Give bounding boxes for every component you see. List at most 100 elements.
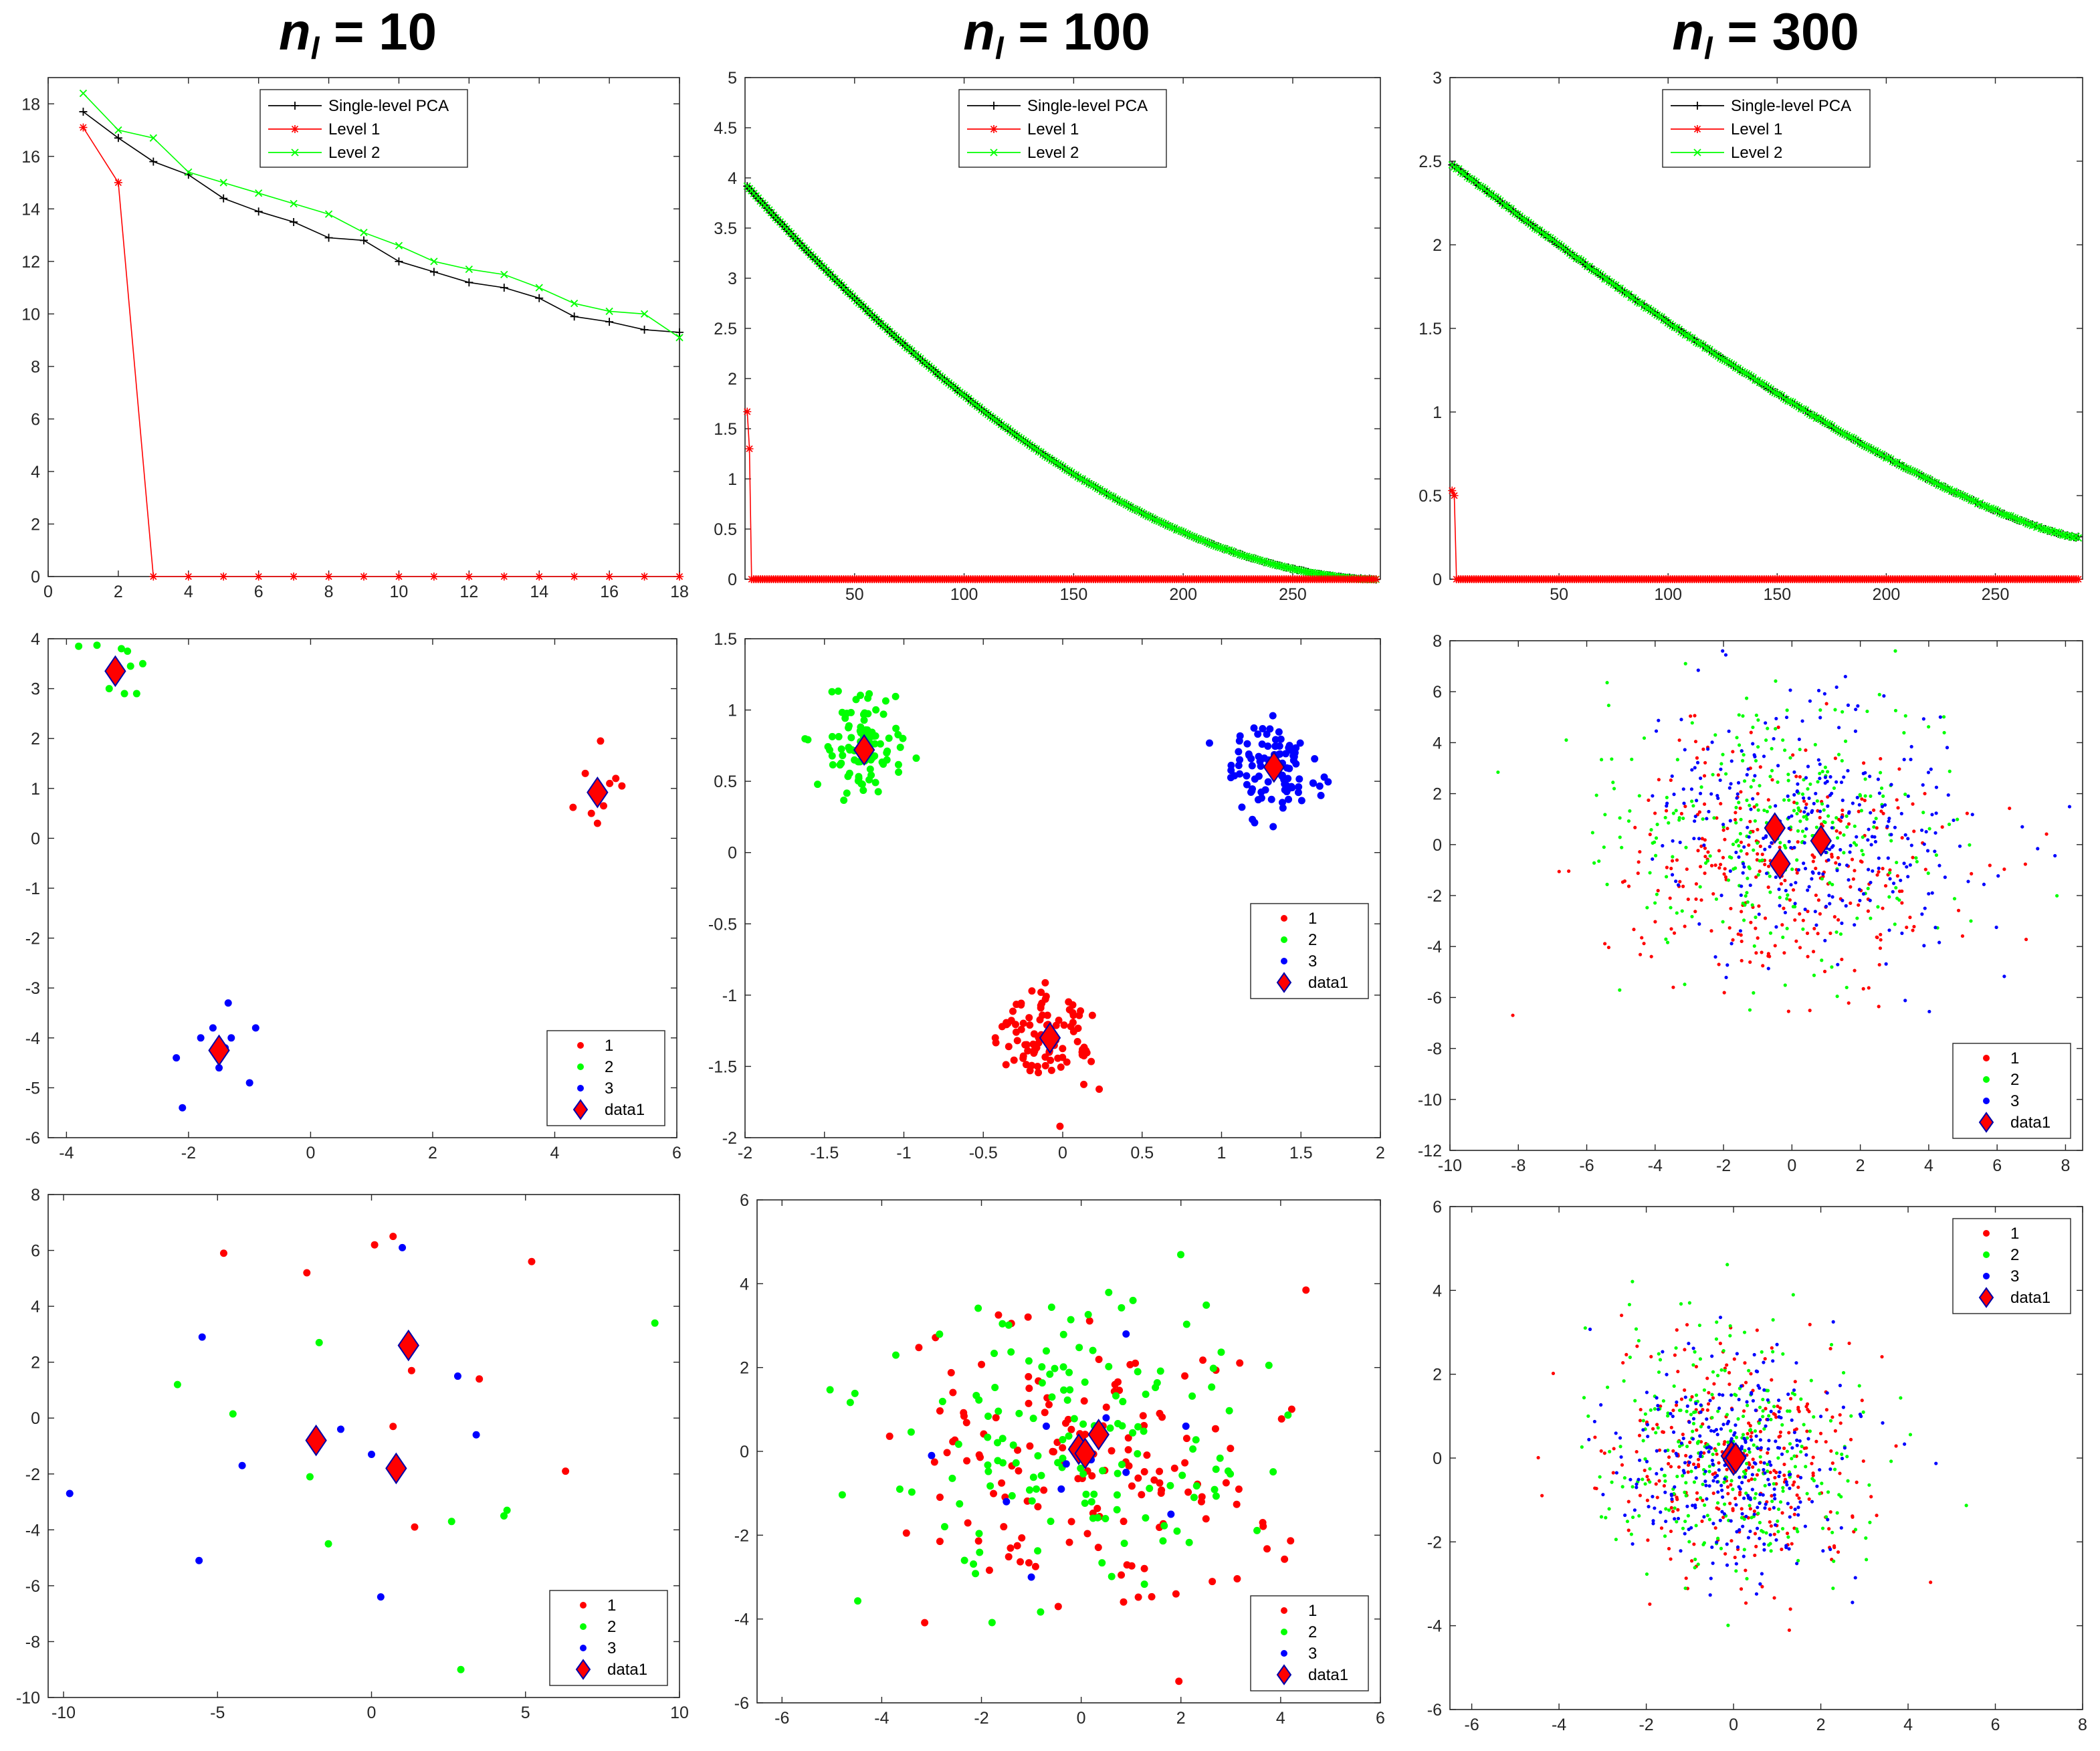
data-point: [1927, 827, 1931, 831]
data-point: [1459, 169, 1467, 178]
data-point: [1827, 1527, 1831, 1531]
data-point: [1793, 1465, 1797, 1469]
data-point: [985, 1566, 993, 1574]
y-tick-label: 1.5: [714, 420, 737, 439]
data-point: [1854, 843, 1859, 847]
data-point: [1727, 855, 1732, 859]
data-point: [1841, 808, 1845, 813]
data-point: [1835, 868, 1839, 873]
legend-label: data1: [1308, 974, 1348, 992]
data-point: [858, 781, 866, 789]
data-point: [1748, 803, 1752, 807]
data-point: [1642, 736, 1647, 740]
data-point: [185, 168, 193, 176]
data-point: [1060, 1021, 1068, 1029]
data-point: [1692, 338, 1701, 346]
data-point: [1663, 1490, 1667, 1494]
data-point: [1754, 1461, 1758, 1466]
legend-label: 3: [1308, 1645, 1317, 1663]
data-point: [1886, 856, 1890, 860]
data-point: [1033, 1044, 1041, 1052]
data-point: [1818, 1491, 1822, 1496]
data-point: [1622, 1476, 1626, 1480]
data-point: [1922, 944, 1926, 948]
data-point: [1745, 1400, 1749, 1404]
data-point: [1203, 538, 1211, 546]
data-point: [1828, 1346, 1832, 1351]
data-point: [1715, 1452, 1719, 1456]
data-point: [1671, 811, 1675, 815]
y-tick-label: -1: [25, 880, 40, 898]
data-point: [1860, 1399, 1864, 1403]
data-point: [1105, 1288, 1113, 1296]
data-point: [1952, 489, 1960, 498]
data-point: [1654, 729, 1659, 733]
x-tick-label: 200: [1873, 585, 1901, 604]
data-point: [1838, 1413, 1842, 1417]
data-point: [1738, 1490, 1742, 1494]
data-point: [1255, 772, 1263, 780]
data-point: [1229, 548, 1238, 556]
data-point: [1744, 696, 1749, 700]
data-point: [1824, 702, 1828, 706]
data-point: [1267, 795, 1275, 803]
data-point: [1095, 1356, 1103, 1364]
data-point: [1683, 1490, 1687, 1494]
data-point: [1860, 849, 1864, 853]
data-point: [1140, 1580, 1148, 1588]
x-tick-label: -2: [738, 1144, 752, 1162]
data-point: [1723, 875, 1728, 879]
data-point: [1794, 881, 1798, 885]
data-point: [1670, 873, 1675, 877]
data-point: [1656, 1426, 1660, 1430]
data-point: [1687, 1301, 1691, 1305]
data-point: [1659, 1467, 1664, 1471]
data-point: [675, 328, 684, 336]
data-point: [1281, 1555, 1289, 1563]
data-point: [1798, 775, 1802, 779]
data-point: [1840, 921, 1844, 925]
data-point: [1996, 509, 2004, 517]
data-point: [1587, 1437, 1591, 1441]
data-point: [1869, 794, 1873, 798]
x-tick-label: -5: [210, 1704, 225, 1722]
data-point: [1477, 183, 1485, 191]
data-point: [1813, 742, 1817, 746]
data-point: [1202, 1515, 1210, 1523]
legend-marker: [1983, 1076, 1990, 1083]
data-point: [1695, 760, 1700, 764]
data-point: [1861, 853, 1865, 857]
data-point: [1818, 1431, 1823, 1435]
data-point: [1998, 510, 2006, 518]
data-point: [290, 573, 298, 581]
data-point: [1138, 1491, 1146, 1499]
data-point: [1941, 484, 1950, 492]
data-point: [1911, 468, 1919, 476]
data-point: [1663, 815, 1667, 820]
x-tick-label: 100: [1654, 585, 1682, 604]
data-point: [1888, 877, 1892, 881]
data-point: [1709, 792, 1713, 796]
data-point: [1731, 938, 1735, 942]
data-point: [1756, 1512, 1760, 1516]
data-point: [1771, 1359, 1775, 1363]
data-point: [1838, 1383, 1843, 1388]
data-point: [1093, 484, 1102, 492]
data-point: [1823, 775, 1828, 779]
data-point: [1823, 820, 1827, 825]
data-point: [1705, 1417, 1709, 1421]
data-point: [1887, 871, 1892, 875]
data-point: [1284, 1411, 1292, 1419]
data-point: [1660, 316, 1668, 324]
data-point: [964, 1519, 972, 1527]
data-point: [1675, 1496, 1679, 1500]
data-point: [1723, 1552, 1727, 1556]
data-point: [1128, 1482, 1136, 1490]
data-point: [1911, 802, 1915, 806]
data-point: [1721, 855, 1725, 859]
data-point: [1699, 1451, 1703, 1455]
data-point: [1726, 1623, 1730, 1627]
data-point: [1711, 1479, 1715, 1483]
data-point: [1751, 1465, 1755, 1469]
data-point: [1623, 1513, 1627, 1518]
